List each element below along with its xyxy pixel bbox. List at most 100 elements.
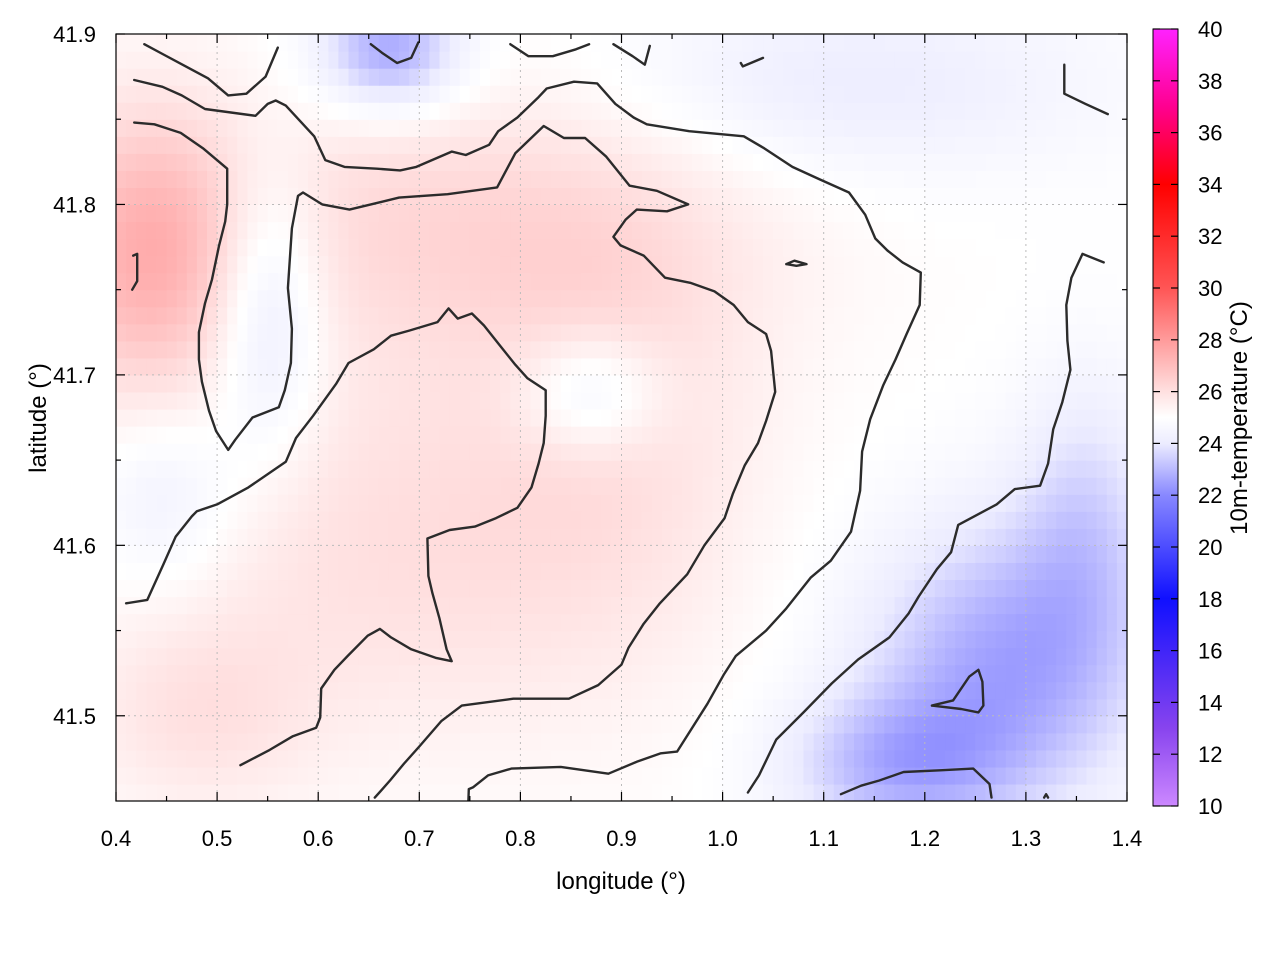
heatmap-cell	[500, 374, 511, 393]
heatmap-cell	[924, 596, 936, 615]
heatmap-cell	[611, 477, 623, 495]
heatmap-cell	[1056, 68, 1067, 86]
heatmap-cell	[419, 749, 431, 768]
heatmap-cell	[419, 477, 431, 495]
heatmap-cell	[722, 221, 734, 240]
heatmap-cell	[318, 749, 329, 768]
heatmap-cell	[894, 664, 906, 683]
heatmap-cell	[348, 528, 360, 546]
heatmap-cell	[1015, 596, 1027, 615]
heatmap-cell	[328, 391, 340, 410]
heatmap-cell	[297, 255, 309, 274]
heatmap-cell	[1046, 153, 1057, 171]
heatmap-cell	[995, 579, 1007, 598]
heatmap-cell	[126, 562, 137, 581]
heatmap-cell	[560, 511, 572, 529]
heatmap-cell	[692, 119, 703, 137]
heatmap-cell	[1066, 715, 1078, 734]
heatmap-cell	[126, 460, 137, 478]
heatmap-cell	[277, 715, 289, 734]
heatmap-cell	[702, 545, 714, 563]
heatmap-cell	[763, 102, 774, 120]
heatmap-cell	[661, 426, 673, 444]
heatmap-cell	[459, 545, 471, 563]
heatmap-cell	[975, 579, 987, 598]
heatmap-cell	[560, 374, 572, 393]
heatmap-cell	[116, 630, 127, 649]
heatmap-cell	[257, 596, 269, 615]
heatmap-cell	[682, 545, 693, 563]
heatmap-cell	[1116, 698, 1127, 717]
heatmap-cell	[328, 630, 340, 649]
heatmap-cell	[752, 153, 764, 171]
heatmap-cell	[318, 545, 329, 563]
heatmap-cell	[399, 647, 410, 666]
heatmap-cell	[631, 494, 643, 512]
heatmap-cell	[682, 408, 693, 427]
heatmap-cell	[995, 340, 1007, 359]
heatmap-cell	[217, 528, 228, 546]
heatmap-cell	[1005, 749, 1017, 768]
heatmap-cell	[257, 460, 269, 478]
heatmap-cell	[469, 562, 481, 581]
heatmap-cell	[1066, 528, 1078, 546]
heatmap-cell	[116, 119, 127, 137]
heatmap-cell	[833, 187, 845, 206]
heatmap-cell	[267, 238, 279, 257]
heatmap-cell	[459, 715, 471, 734]
heatmap-cell	[621, 562, 633, 581]
colorbar-tick-label: 32	[1198, 224, 1222, 249]
heatmap-cell	[1076, 528, 1088, 546]
heatmap-cell	[1076, 187, 1088, 206]
heatmap-cell	[358, 460, 370, 478]
heatmap-cell	[995, 443, 1007, 461]
heatmap-cell	[378, 562, 390, 581]
heatmap-cell	[894, 562, 906, 581]
heatmap-cell	[621, 221, 633, 240]
heatmap-cell	[287, 511, 299, 529]
heatmap-cell	[297, 664, 309, 683]
heatmap-cell	[672, 323, 683, 342]
heatmap-cell	[601, 51, 612, 69]
heatmap-cell	[479, 136, 491, 154]
heatmap-cell	[813, 357, 825, 376]
heatmap-cell	[116, 766, 127, 785]
heatmap-cell	[813, 51, 825, 69]
heatmap-cell	[1036, 357, 1047, 376]
heatmap-cell	[449, 102, 461, 120]
heatmap-cell	[641, 136, 653, 154]
heatmap-cell	[570, 715, 582, 734]
heatmap-cell	[904, 136, 916, 154]
heatmap-cell	[702, 34, 714, 52]
heatmap-cell	[874, 460, 885, 478]
heatmap-cell	[267, 34, 279, 52]
heatmap-cell	[803, 187, 815, 206]
heatmap-cell	[136, 477, 147, 495]
heatmap-cell	[793, 664, 805, 683]
heatmap-cell	[945, 596, 956, 615]
heatmap-cell	[732, 528, 744, 546]
heatmap-cell	[126, 51, 137, 69]
heatmap-cell	[945, 426, 956, 444]
heatmap-cell	[126, 408, 137, 427]
heatmap-cell	[550, 204, 562, 223]
heatmap-cell	[196, 119, 208, 137]
heatmap-cell	[297, 562, 309, 581]
heatmap-cell	[1106, 51, 1118, 69]
heatmap-cell	[955, 460, 966, 478]
heatmap-cell	[116, 579, 127, 598]
heatmap-cell	[591, 426, 602, 444]
heatmap-cell	[995, 630, 1007, 649]
heatmap-cell	[156, 68, 168, 86]
heatmap-cell	[479, 494, 491, 512]
heatmap-cell	[742, 408, 754, 427]
heatmap-cell	[166, 136, 178, 154]
heatmap-cell	[1046, 698, 1057, 717]
heatmap-cell	[237, 255, 249, 274]
heatmap-cell	[1086, 340, 1098, 359]
x-tick-label: 0.7	[404, 826, 435, 851]
heatmap-cell	[510, 749, 521, 768]
heatmap-cell	[672, 630, 683, 649]
heatmap-cell	[277, 238, 289, 257]
